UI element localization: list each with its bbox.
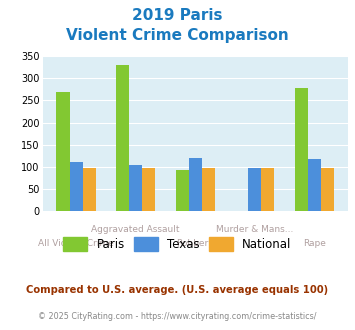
Bar bbox=[70, 162, 83, 211]
Text: © 2025 CityRating.com - https://www.cityrating.com/crime-statistics/: © 2025 CityRating.com - https://www.city… bbox=[38, 312, 317, 321]
Text: Robbery: Robbery bbox=[176, 239, 214, 248]
Bar bbox=[202, 168, 215, 211]
Text: Rape: Rape bbox=[303, 239, 326, 248]
Bar bbox=[176, 170, 189, 211]
Bar bbox=[248, 168, 261, 211]
Bar bbox=[142, 168, 155, 211]
Bar bbox=[116, 65, 129, 211]
Bar bbox=[295, 88, 308, 211]
Bar bbox=[129, 165, 142, 211]
Bar bbox=[83, 168, 96, 211]
Text: 2019 Paris: 2019 Paris bbox=[132, 8, 223, 23]
Bar bbox=[56, 91, 70, 211]
Text: Murder & Mans...: Murder & Mans... bbox=[216, 225, 294, 234]
Bar bbox=[321, 168, 334, 211]
Bar bbox=[308, 159, 321, 211]
Text: Aggravated Assault: Aggravated Assault bbox=[92, 225, 180, 234]
Bar bbox=[189, 158, 202, 211]
Legend: Paris, Texas, National: Paris, Texas, National bbox=[63, 237, 292, 251]
Text: Violent Crime Comparison: Violent Crime Comparison bbox=[66, 28, 289, 43]
Text: All Violent Crime: All Violent Crime bbox=[38, 239, 114, 248]
Bar bbox=[261, 168, 274, 211]
Text: Compared to U.S. average. (U.S. average equals 100): Compared to U.S. average. (U.S. average … bbox=[26, 285, 329, 295]
